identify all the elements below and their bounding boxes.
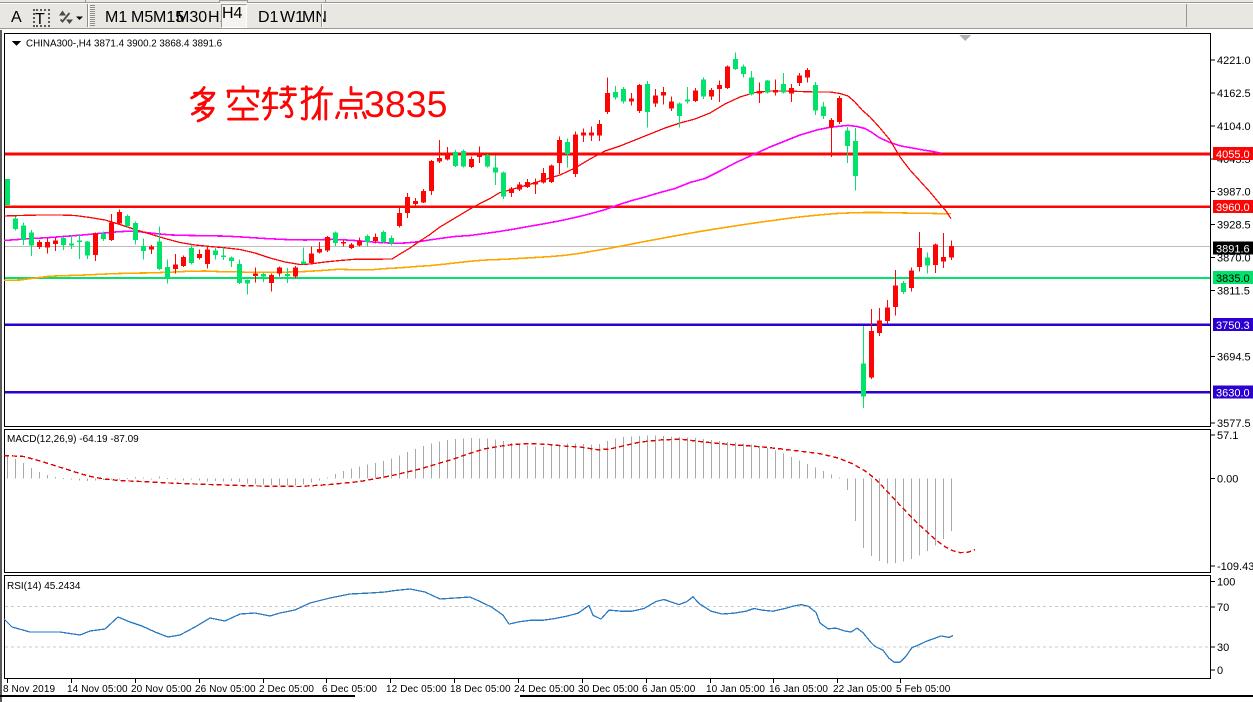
svg-text:3630.0: 3630.0 [1216, 388, 1250, 400]
svg-text:10 Jan 05:00: 10 Jan 05:00 [706, 684, 765, 695]
svg-text:30: 30 [1217, 642, 1229, 654]
svg-text:70: 70 [1217, 602, 1229, 614]
svg-text:3750.3: 3750.3 [1216, 320, 1250, 332]
svg-text:MACD(12,26,9) -64.19 -87.09: MACD(12,26,9) -64.19 -87.09 [7, 434, 139, 445]
svg-text:4221.0: 4221.0 [1217, 55, 1251, 67]
svg-text:3960.0: 3960.0 [1216, 202, 1250, 214]
svg-text:3835.0: 3835.0 [1216, 273, 1250, 285]
svg-text:0.00: 0.00 [1217, 474, 1238, 486]
svg-text:6 Jan 05:00: 6 Jan 05:00 [642, 684, 696, 695]
svg-text:3870.0: 3870.0 [1217, 253, 1251, 265]
svg-text:3694.5: 3694.5 [1217, 352, 1251, 364]
svg-text:3891.6: 3891.6 [1216, 244, 1250, 256]
svg-text:0: 0 [1217, 665, 1223, 677]
svg-text:22 Jan 05:00: 22 Jan 05:00 [833, 684, 892, 695]
svg-text:-109.43: -109.43 [1217, 561, 1253, 573]
svg-text:26 Nov 05:00: 26 Nov 05:00 [195, 684, 256, 695]
svg-text:RSI(14) 45.2434: RSI(14) 45.2434 [7, 581, 81, 592]
svg-text:2 Dec 05:00: 2 Dec 05:00 [259, 684, 314, 695]
svg-text:3987.0: 3987.0 [1217, 187, 1251, 199]
svg-text:100: 100 [1217, 577, 1235, 589]
svg-text:CHINA300-,H4 3871.4 3900.2 38: CHINA300-,H4 3871.4 3900.2 3868.4 3891.6 [26, 39, 223, 50]
svg-text:18 Dec 05:00: 18 Dec 05:00 [450, 684, 511, 695]
svg-text:20 Nov 05:00: 20 Nov 05:00 [131, 684, 192, 695]
svg-text:6 Dec 05:00: 6 Dec 05:00 [322, 684, 377, 695]
svg-text:57.1: 57.1 [1217, 430, 1238, 442]
svg-text:4162.5: 4162.5 [1217, 88, 1251, 100]
svg-text:3577.5: 3577.5 [1217, 418, 1251, 430]
svg-text:3811.5: 3811.5 [1217, 286, 1250, 298]
svg-text:3928.5: 3928.5 [1217, 220, 1251, 232]
svg-text:8 Nov 2019: 8 Nov 2019 [3, 684, 55, 695]
svg-text:4055.0: 4055.0 [1216, 149, 1250, 161]
svg-text:5 Feb 05:00: 5 Feb 05:00 [896, 684, 951, 695]
svg-text:12 Dec 05:00: 12 Dec 05:00 [386, 684, 447, 695]
svg-text:30 Dec 05:00: 30 Dec 05:00 [578, 684, 639, 695]
svg-text:4104.0: 4104.0 [1217, 121, 1251, 133]
svg-text:24 Dec 05:00: 24 Dec 05:00 [514, 684, 575, 695]
svg-text:14 Nov 05:00: 14 Nov 05:00 [67, 684, 128, 695]
svg-text:3835: 3835 [364, 83, 447, 125]
svg-text:16 Jan 05:00: 16 Jan 05:00 [769, 684, 828, 695]
